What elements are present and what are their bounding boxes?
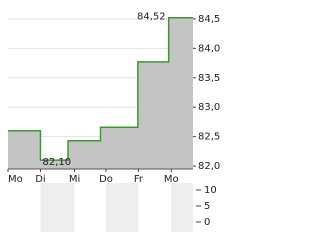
chart: 82,0 82,5 83,0 83,5 84,0 84,5 Mo Di Mi Do Fr Mo 84,5…	[7, 12, 220, 232]
y-tick-label: 0	[204, 217, 210, 228]
x-tick-label: Mo	[164, 174, 179, 185]
y-tick-label: 82,5	[198, 132, 220, 143]
annotation: 84,52	[137, 12, 166, 23]
x-tick-label: Do	[99, 174, 113, 185]
band	[171, 183, 193, 232]
y-tick-label: 10	[204, 185, 217, 196]
y-tick-label: 82,0	[198, 161, 220, 172]
x-tick-label: Di	[35, 174, 45, 185]
band	[40, 183, 75, 232]
line	[8, 16, 193, 161]
x-tick-label: Fr	[134, 174, 144, 185]
x-tick-label: Mi	[69, 174, 80, 185]
y-tick-label: 83,0	[198, 102, 220, 113]
band	[106, 183, 139, 232]
area	[8, 17, 193, 169]
y-tick-label: 84,0	[198, 43, 220, 54]
y-tick-label: 83,5	[198, 73, 220, 84]
band	[8, 183, 41, 232]
y-tick-label: 84,5	[198, 14, 220, 25]
annotation: 82,10	[42, 157, 71, 168]
y-tick-label: 5	[204, 201, 210, 212]
x-tick-label: Mo	[8, 174, 23, 185]
